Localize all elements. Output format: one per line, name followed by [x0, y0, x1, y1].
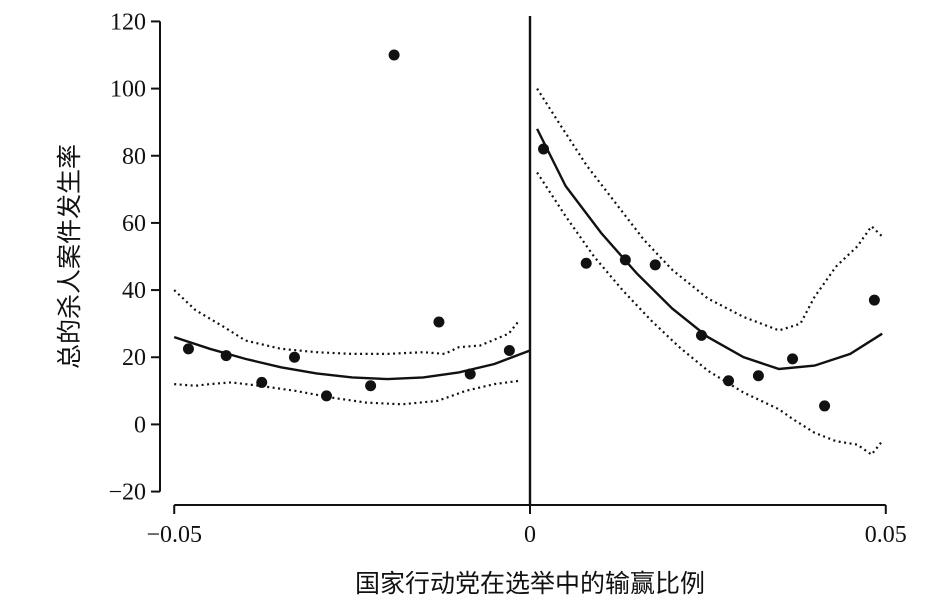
data-point	[787, 353, 799, 365]
ci-upper-right-line	[536, 88, 883, 332]
data-point	[752, 370, 764, 382]
data-point	[695, 329, 707, 341]
data-point	[288, 351, 300, 363]
data-points	[182, 49, 880, 412]
data-point	[819, 400, 831, 412]
data-point	[538, 143, 550, 155]
x-tick-label: −0.05	[146, 522, 202, 548]
data-point	[365, 380, 377, 392]
data-point	[723, 375, 735, 387]
y-tick-label: 40	[122, 278, 146, 304]
ci-lower-right-line	[536, 171, 884, 457]
fit-right-line	[536, 128, 883, 371]
x-axis-title: 国家行动党在选举中的输赢比例	[355, 569, 705, 598]
fit-lines	[173, 128, 883, 381]
data-point	[649, 259, 661, 271]
ci-upper-left-line	[173, 289, 521, 356]
data-point	[220, 350, 232, 362]
y-tick-label: 120	[110, 9, 146, 35]
ci-lower-left-line	[174, 379, 520, 406]
y-tick-label: 80	[122, 144, 146, 170]
data-point	[256, 376, 268, 388]
y-ticks: −20 0 20 40 60 80 100 120	[108, 9, 160, 506]
y-tick-label: 60	[122, 211, 146, 237]
data-point	[580, 257, 592, 269]
data-point	[182, 343, 194, 355]
axes	[159, 21, 886, 506]
x-tick-label: 0	[524, 522, 536, 548]
data-point	[388, 49, 400, 61]
y-tick-label: 20	[122, 345, 146, 371]
data-point	[868, 294, 880, 306]
y-axis-title: 总的杀人案件发生率	[55, 144, 84, 369]
data-point	[433, 316, 445, 328]
x-ticks: −0.05 0 0.05	[146, 505, 907, 548]
y-tick-label: −20	[108, 480, 146, 506]
data-point	[464, 368, 476, 380]
y-tick-label: 100	[110, 77, 146, 103]
data-point	[619, 254, 631, 266]
y-tick-label: 0	[134, 412, 146, 438]
data-point	[321, 390, 332, 402]
data-point	[503, 345, 515, 357]
confidence-bands	[173, 88, 884, 457]
x-tick-label: 0.05	[865, 522, 907, 548]
